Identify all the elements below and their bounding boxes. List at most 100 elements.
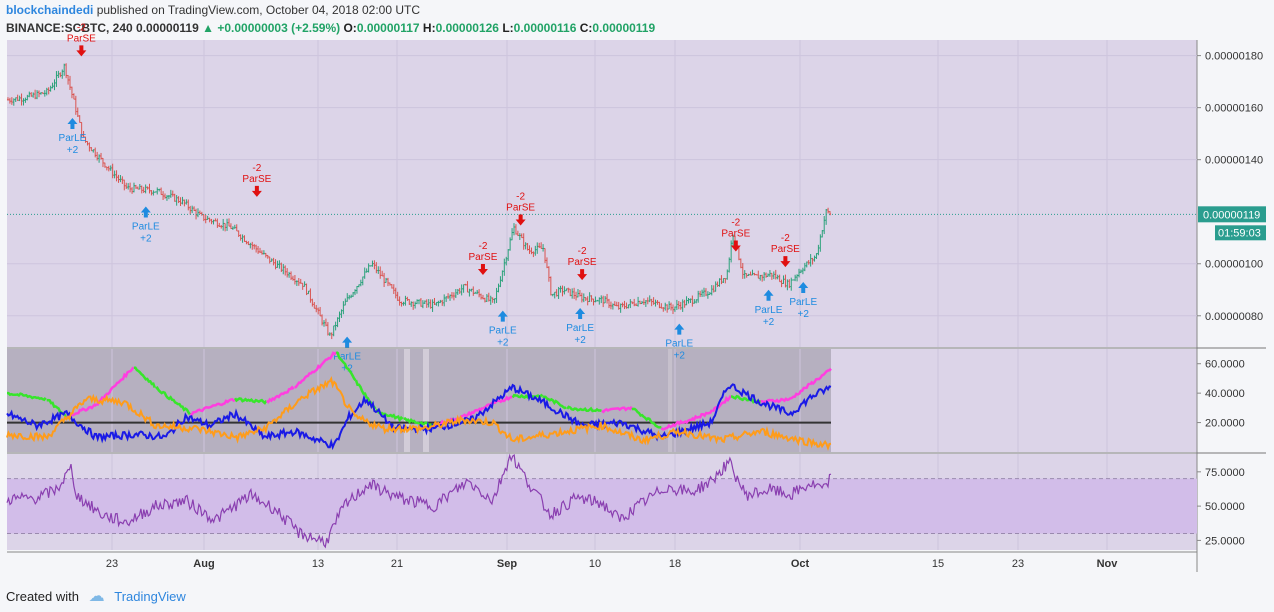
arrow-up-icon [674, 323, 685, 335]
signal-short-count: -2 [516, 192, 525, 203]
signal-long-label: ParLE [566, 323, 594, 334]
dmi-tick-label: 40.0000 [1205, 388, 1245, 400]
change-value: +0.00000003 (+2.59%) [217, 21, 341, 35]
signal-long-count: +2 [140, 234, 152, 245]
footer: Created with ☁ TradingView [6, 586, 186, 606]
price-tick-label: 0.00000180 [1205, 51, 1263, 63]
signal-long-label: ParLE [789, 297, 817, 308]
dmi-highlight-1 [404, 349, 410, 452]
high-label: H: [422, 21, 436, 35]
x-tick-label: 18 [669, 558, 681, 570]
signal-long-label: ParLE [755, 305, 783, 316]
tradingview-brand[interactable]: TradingView [114, 589, 186, 604]
dmi-adx-segment [133, 366, 156, 389]
close-value: 0.00000119 [592, 21, 656, 35]
symbol-label: BINANCE:SCBTC, 240 [6, 21, 133, 35]
dmi-adx-segment [809, 367, 832, 386]
dmi-adx-segment [631, 407, 662, 429]
signal-short-label: ParSE [67, 33, 96, 44]
dmi-adx-segment [482, 395, 514, 410]
header-line-2: BINANCE:SCBTC, 240 0.00000119 ▲ +0.00000… [6, 21, 655, 35]
arrow-down-icon [251, 185, 262, 197]
dmi-adx-segment [7, 391, 47, 402]
published-text: published on TradingView.com, October 04… [96, 3, 421, 17]
created-with-text: Created with [6, 589, 79, 604]
arrow-down-icon [76, 45, 87, 57]
last-price-tag-text: 0.00000119 [1203, 209, 1260, 221]
dmi-tick-label: 60.0000 [1205, 359, 1245, 371]
signal-long-label: ParLE [665, 339, 693, 350]
rsi-tick-label: 25.0000 [1205, 535, 1245, 547]
dmi-adx-segment [566, 405, 602, 413]
signal-long-count: +2 [674, 351, 686, 362]
price-pane-bg [7, 40, 1197, 347]
close-label: C: [579, 21, 593, 35]
x-tick-label: 23 [1012, 558, 1024, 570]
dmi-adx-segment [760, 397, 792, 404]
signal-short-count: -2 [77, 22, 86, 33]
signal-long-count: +2 [67, 145, 79, 156]
signal-long-label: ParLE [333, 352, 361, 363]
last-price-tag [1198, 206, 1266, 223]
author-name[interactable]: blockchaindedi [6, 3, 94, 17]
countdown-text: 01:59:03 [1218, 227, 1261, 239]
signal-long-label: ParLE [132, 222, 160, 233]
arrow-up-icon [67, 118, 78, 130]
rsi-tick-label: 75.0000 [1205, 467, 1245, 479]
arrow-up-icon [763, 289, 774, 301]
x-tick-label: Oct [791, 558, 810, 570]
price-tick-label: 0.00000100 [1205, 259, 1263, 271]
signal-long-count: +2 [763, 317, 775, 328]
low-label: L: [502, 21, 514, 35]
dmi-adx-segment [155, 385, 191, 416]
x-tick-label: 23 [106, 558, 118, 570]
dmi-highlight-2 [423, 349, 429, 452]
x-tick-label: Nov [1097, 558, 1119, 570]
price-tick-label: 0.00000160 [1205, 103, 1263, 115]
dmi-adx-segment [711, 394, 732, 413]
dmi-highlight-3 [668, 349, 672, 452]
high-value: 0.00000126 [435, 21, 499, 35]
low-value: 0.00000116 [513, 21, 577, 35]
signal-short-label: ParSE [771, 244, 800, 255]
dmi-adx-segment [690, 409, 714, 422]
price-tick-label: 0.00000080 [1205, 311, 1263, 323]
rsi-line [6, 453, 832, 549]
signal-short-count: -2 [731, 218, 740, 229]
dmi-tick-label: 20.0000 [1205, 418, 1245, 430]
last-price: 0.00000119 [136, 21, 199, 35]
signal-short-count: -2 [781, 233, 790, 244]
header-line-1: blockchaindedi published on TradingView.… [6, 3, 420, 17]
dmi-adx-segment [660, 418, 692, 431]
arrow-down-icon [730, 240, 741, 252]
dmi-adx-segment [511, 393, 544, 400]
dmi-adx-segment [335, 351, 357, 382]
signal-long-count: +2 [574, 335, 586, 346]
arrow-up-icon [497, 310, 508, 322]
dmi-adx-segment [234, 397, 268, 405]
dmi-adx-segment [190, 397, 236, 416]
signal-short-label: ParSE [721, 229, 750, 240]
countdown-tag [1215, 225, 1266, 241]
up-triangle-icon: ▲ [202, 21, 215, 35]
signal-short-label: ParSE [469, 252, 498, 263]
dmi-adx-segment [601, 405, 633, 414]
dmi-adx-segment [265, 385, 295, 404]
arrow-up-icon [140, 206, 151, 218]
signal-short-count: -2 [578, 246, 587, 257]
signal-short-label: ParSE [242, 174, 271, 185]
price-tick-label: 0.00000140 [1205, 155, 1263, 167]
dmi-adx-segment [462, 406, 484, 419]
dmi-adx-segment [96, 366, 135, 406]
x-tick-label: 21 [391, 558, 403, 570]
dmi-minus-di-line [6, 376, 832, 451]
signal-long-label: ParLE [489, 326, 517, 337]
arrow-down-icon [477, 263, 488, 275]
arrow-down-icon [780, 256, 791, 268]
arrow-down-icon [577, 269, 588, 281]
signal-long-label: ParLE [59, 133, 87, 144]
signal-short-label: ParSE [506, 203, 535, 214]
tradingview-cloud-icon: ☁ [88, 588, 105, 605]
dmi-adx-segment [542, 395, 567, 410]
